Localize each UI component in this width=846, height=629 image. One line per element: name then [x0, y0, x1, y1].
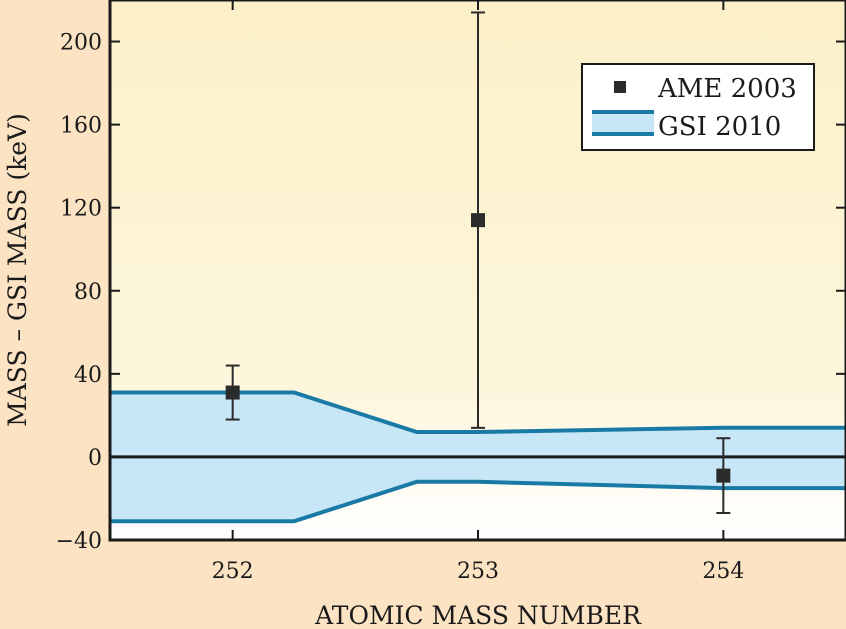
legend-swatch-gsi-2010	[592, 112, 654, 134]
ame-2003-point-252	[225, 364, 240, 421]
y-tick-label: 80	[74, 280, 102, 305]
legend-label-gsi-2010: GSI 2010	[658, 112, 781, 142]
legend-box	[581, 63, 815, 151]
data-marker	[471, 213, 485, 228]
y-tick-label: −40	[56, 529, 102, 554]
gsi-2010-lower-line	[110, 479, 846, 524]
data-marker	[225, 385, 240, 400]
legend-marker-ame-2003	[614, 81, 626, 93]
y-tick-label: 0	[88, 446, 102, 471]
x-tick-label: 253	[457, 559, 499, 584]
ame-2003-point-253	[471, 11, 485, 429]
gsi-2010-upper-line	[110, 390, 846, 434]
x-axis-title: ATOMIC MASS NUMBER	[314, 601, 642, 629]
y-tick-label: 40	[74, 363, 102, 388]
y-tick-label: 200	[60, 31, 102, 56]
legend-label-ame-2003: AME 2003	[657, 74, 797, 104]
ame-2003-point-254	[716, 437, 731, 514]
legend: AME 2003 GSI 2010	[581, 63, 815, 151]
y-tick-label: 120	[60, 197, 102, 222]
x-tick-label: 254	[702, 559, 744, 584]
x-tick-label: 252	[212, 559, 254, 584]
y-tick-label: 160	[60, 114, 102, 139]
y-axis-title: MASS – GSI MASS (keV)	[3, 113, 32, 427]
data-marker	[716, 468, 731, 483]
